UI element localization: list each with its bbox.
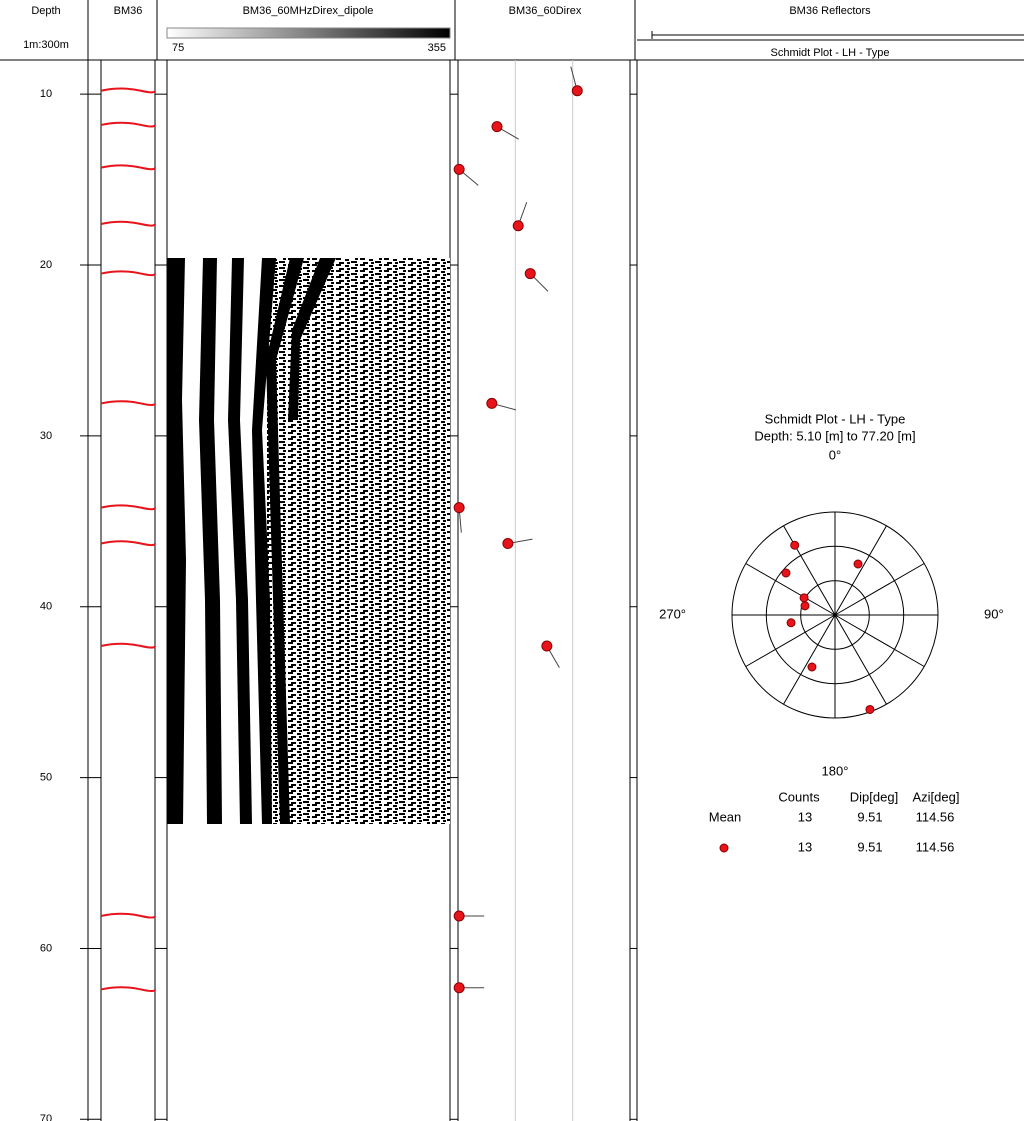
- depth-tick-label: 10: [40, 88, 52, 100]
- track-title: BM36_60Direx: [509, 5, 582, 17]
- reflector-trace: [100, 270, 156, 277]
- depth-tick-label: 50: [40, 771, 52, 783]
- tadpole: [453, 910, 465, 922]
- tadpole: [491, 121, 503, 133]
- stats-row-label: Mean: [709, 809, 742, 824]
- radar-image: [167, 258, 450, 824]
- reflector-trace: [100, 986, 156, 993]
- pole: [799, 593, 809, 603]
- colorbar-min: 75: [172, 42, 184, 54]
- stats-value: 9.51: [857, 809, 882, 824]
- direction-label: 0°: [829, 447, 841, 462]
- pole: [790, 540, 800, 550]
- depth-tick-label: 60: [40, 942, 52, 954]
- stats-header: Azi[deg]: [913, 789, 960, 804]
- colorbar-max: 355: [428, 42, 446, 54]
- reflector-trace: [100, 220, 156, 227]
- tadpole: [453, 502, 465, 514]
- tadpole: [453, 163, 465, 175]
- pole: [786, 618, 796, 628]
- tadpole: [541, 640, 553, 652]
- reflector-trace: [100, 912, 156, 919]
- reflector-trace: [100, 504, 156, 511]
- reflector-trace: [100, 540, 156, 547]
- depth-tick-label: 20: [40, 259, 52, 271]
- stats-value: 9.51: [857, 839, 882, 854]
- colorbar: [166, 27, 451, 39]
- reflector-trace: [100, 400, 156, 406]
- track-subtitle: Schmidt Plot - LH - Type: [770, 47, 889, 59]
- tadpole: [512, 220, 524, 232]
- stats-value: 114.56: [916, 839, 955, 854]
- stats-header: Counts: [778, 789, 820, 804]
- stats-value: 13: [798, 839, 812, 854]
- tadpole: [571, 85, 583, 97]
- legend-marker: [719, 843, 729, 853]
- scale: 1m:300m: [23, 39, 69, 51]
- tadpole: [486, 397, 498, 409]
- pole: [781, 568, 791, 578]
- depth-tick-label: 30: [40, 430, 52, 442]
- reflector-trace: [100, 121, 156, 128]
- tadpole: [502, 538, 514, 550]
- depth-tick-label: 40: [40, 601, 52, 613]
- tadpole: [524, 268, 536, 280]
- direction-label: 90°: [984, 606, 1004, 621]
- depth-header: Depth: [31, 5, 60, 17]
- schmidt-title: Schmidt Plot - LH - Type: [765, 411, 906, 426]
- schmidt-range: Depth: 5.10 [m] to 77.20 [m]: [754, 428, 915, 443]
- track-title: BM36_60MHzDirex_dipole: [243, 5, 374, 17]
- direction-label: 180°: [822, 763, 849, 778]
- stats-header: Dip[deg]: [850, 789, 898, 804]
- pole: [853, 559, 863, 569]
- schmidt-net: [731, 511, 939, 719]
- track-title: BM36 Reflectors: [789, 5, 871, 17]
- depth-tick-label: 70: [40, 1113, 52, 1121]
- track-title: BM36: [114, 5, 143, 17]
- pole: [865, 704, 875, 714]
- reflector-trace: [100, 87, 156, 94]
- direction-label: 270°: [659, 606, 686, 621]
- pole: [807, 662, 817, 672]
- stats-value: 114.56: [916, 809, 955, 824]
- reflector-trace: [100, 642, 156, 649]
- reflector-trace: [100, 164, 156, 171]
- stats-value: 13: [798, 809, 812, 824]
- tadpole: [453, 982, 465, 994]
- pole: [800, 601, 810, 611]
